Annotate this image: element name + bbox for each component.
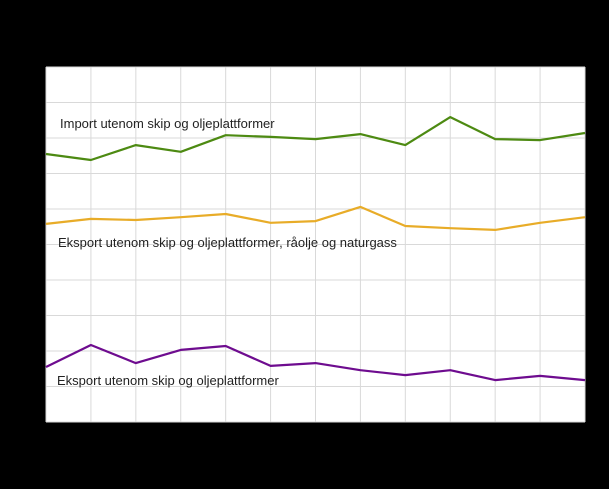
series-lines: [45, 115, 586, 382]
import-line: [45, 115, 586, 162]
series-label-import: Import utenom skip og oljeplattformer: [60, 116, 275, 131]
export-ex-oil-line: [45, 205, 586, 231]
export-line: [45, 343, 586, 382]
series-label-export-ex-oil: Eksport utenom skip og oljeplattformer, …: [58, 235, 397, 250]
gridlines: [45, 66, 586, 423]
series-label-export: Eksport utenom skip og oljeplattformer: [57, 373, 279, 388]
